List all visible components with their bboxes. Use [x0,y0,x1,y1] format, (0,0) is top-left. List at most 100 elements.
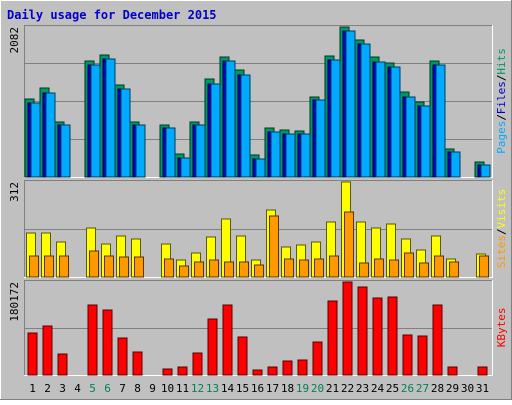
bar-kbytes-day-20 [312,341,323,376]
bar-pages-day-6 [105,58,116,178]
day-label-29: 29 [446,382,459,395]
bar-kbytes-day-27 [417,335,428,376]
bar-sites-day-24 [374,258,384,278]
bar-kbytes-day-22 [342,281,353,376]
bar-kbytes-day-11 [177,366,188,376]
legend-kbytes: KBytes [495,308,508,348]
legend-separator: / [495,74,508,81]
bar-sites-day-27 [419,262,429,278]
day-label-8: 8 [134,382,141,395]
bar-pages-day-17 [270,131,281,178]
bar-kbytes-day-25 [387,296,398,376]
day-label-7: 7 [119,382,126,395]
panel-max-label: 180172 [8,282,21,322]
bar-sites-day-31 [479,255,489,278]
day-label-26: 26 [401,382,414,395]
bar-sites-day-23 [359,262,369,278]
bar-kbytes-day-6 [102,309,113,376]
bar-kbytes-day-10 [162,368,173,376]
bar-pages-day-8 [135,124,146,178]
day-label-1: 1 [29,382,36,395]
bar-sites-day-20 [314,258,324,278]
bar-pages-day-13 [210,83,221,178]
day-label-23: 23 [356,382,369,395]
day-label-15: 15 [236,382,249,395]
day-label-16: 16 [251,382,264,395]
bar-kbytes-day-23 [357,286,368,376]
bar-sites-day-5 [89,250,99,278]
bar-kbytes-day-15 [237,336,248,376]
legend-visits: Visits [495,189,508,229]
bar-kbytes-day-2 [42,325,53,376]
day-axis-labels: 1 2 3 4 5 6 7 8 9 10 11 12 13 14 15 16 17 18 19 20 21 22 23 24 2… [29,382,489,395]
legend-pages: Pages [495,121,508,154]
day-label-13: 13 [206,382,219,395]
bar-sites-day-17 [269,215,279,278]
day-label-2: 2 [44,382,51,395]
day-label-5: 5 [89,382,96,395]
day-label-24: 24 [371,382,385,395]
chart-title: Daily usage for December 2015 [7,8,217,22]
bar-pages-day-11 [180,157,191,178]
panel-mid: 312 Sites/Visits [8,180,508,278]
bar-pages-day-24 [375,61,386,178]
bar-pages-day-26 [405,96,416,178]
bar-kbytes-day-26 [402,334,413,376]
legend-separator: / [495,114,508,121]
bar-pages-day-31 [480,164,491,178]
day-label-28: 28 [431,382,444,395]
day-label-25: 25 [386,382,399,395]
bar-pages-day-25 [390,66,401,178]
panel-max-label: 312 [8,182,21,202]
bar-sites-day-12 [194,261,204,278]
bar-sites-day-8 [134,256,144,278]
bar-kbytes-day-8 [132,351,143,376]
bar-sites-day-25 [389,259,399,278]
bar-pages-day-28 [435,64,446,178]
day-label-19: 19 [296,382,309,395]
bar-sites-day-15 [239,261,249,278]
bar-kbytes-day-14 [222,304,233,376]
bar-kbytes-day-24 [372,297,383,376]
bar-sites-day-22 [344,211,354,278]
day-label-27: 27 [416,382,429,395]
bar-pages-day-10 [165,127,176,178]
bar-kbytes-day-21 [327,300,338,376]
bar-kbytes-day-13 [207,318,218,376]
bar-kbytes-day-7 [117,337,128,376]
legend-separator: / [495,228,508,235]
bar-pages-day-27 [420,105,431,178]
legend-sites: Sites [495,235,508,268]
day-label-30: 30 [461,382,474,395]
bar-sites-day-3 [59,255,69,278]
bar-pages-day-29 [450,151,461,178]
bar-pages-day-14 [225,60,236,178]
bar-pages-day-2 [45,92,56,178]
bar-sites-day-7 [119,256,129,278]
day-label-12: 12 [191,382,204,395]
bar-pages-day-18 [285,133,296,178]
bar-pages-day-23 [360,43,371,178]
day-label-9: 9 [149,382,156,395]
bar-pages-day-16 [255,158,266,178]
day-label-17: 17 [266,382,279,395]
bar-pages-day-1 [30,102,41,178]
day-label-10: 10 [161,382,174,395]
bar-sites-day-14 [224,261,234,278]
bar-sites-day-19 [299,259,309,278]
bar-pages-day-7 [120,88,131,178]
bar-kbytes-day-3 [57,353,68,376]
day-label-4: 4 [74,382,81,395]
bar-pages-day-15 [240,74,251,178]
bar-pages-day-21 [330,59,341,178]
bar-kbytes-day-28 [432,304,443,376]
bar-sites-day-16 [254,264,264,278]
bar-pages-day-20 [315,99,326,178]
bar-kbytes-day-1 [27,332,38,376]
day-label-6: 6 [104,382,111,395]
legend-hits: Hits [495,48,508,75]
day-label-22: 22 [341,382,354,395]
bar-kbytes-day-16 [252,369,263,376]
bar-sites-day-2 [44,255,54,278]
